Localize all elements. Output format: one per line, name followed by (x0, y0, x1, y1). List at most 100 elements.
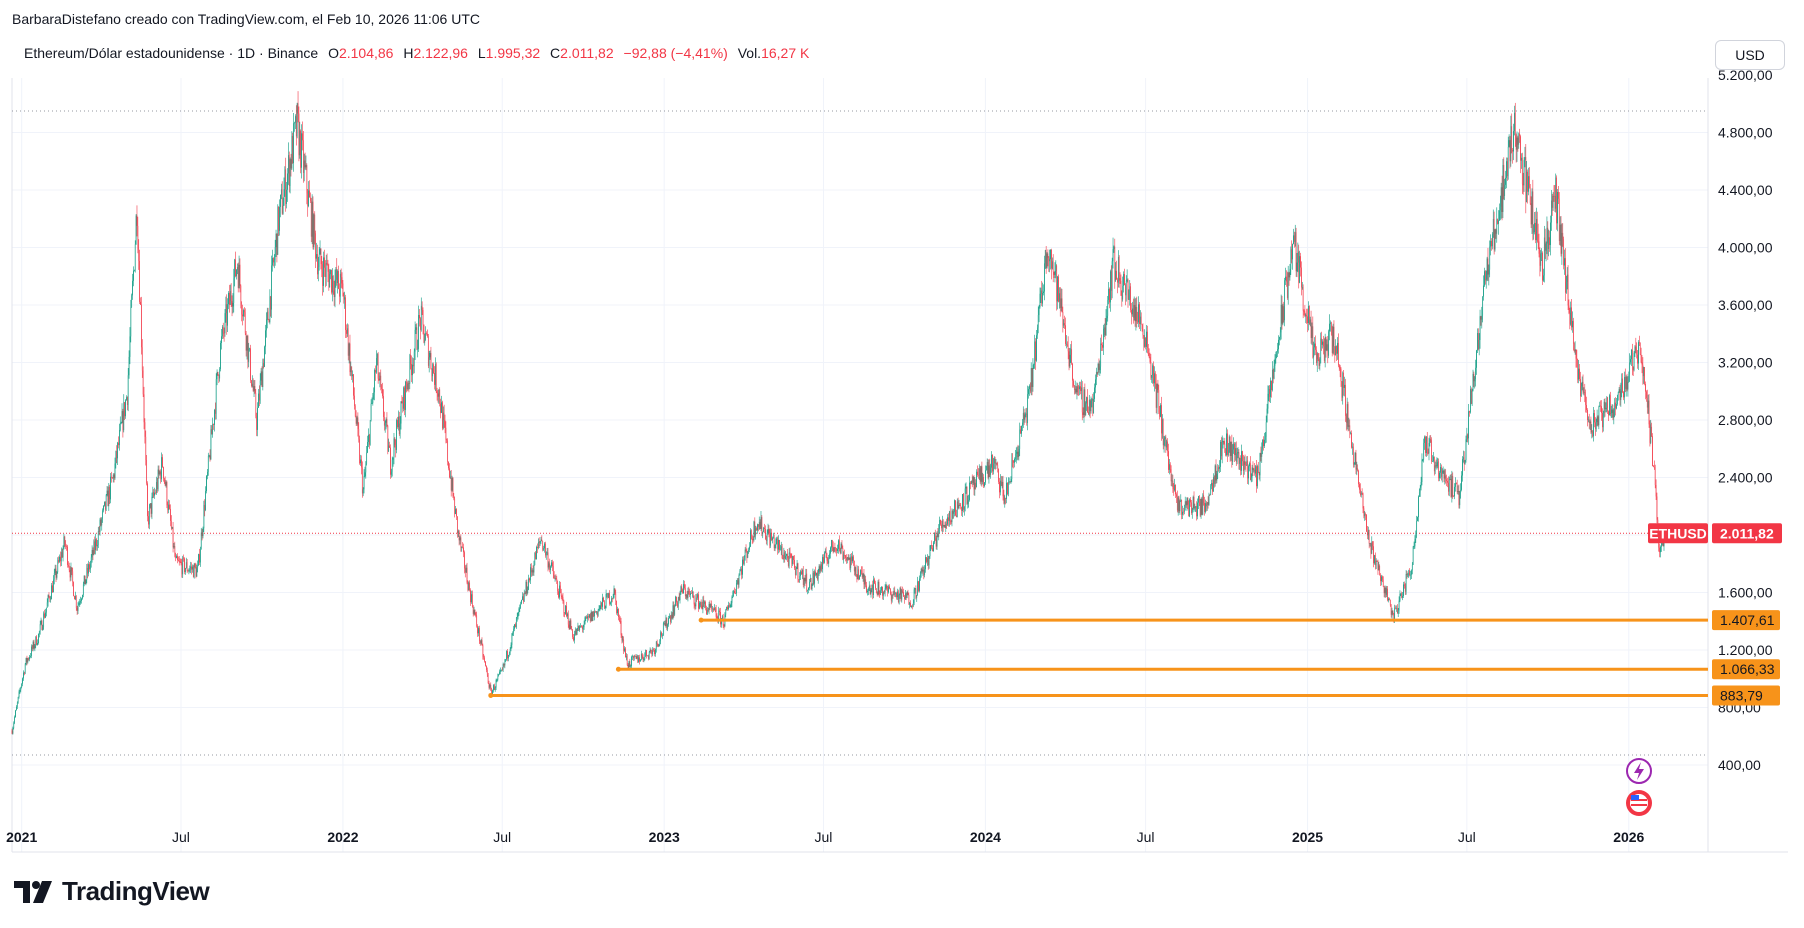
lightning-icon[interactable] (1626, 758, 1652, 784)
candle-body (659, 641, 661, 645)
candle-body (1301, 267, 1302, 288)
price-chart[interactable]: 400,00800,001.200,001.600,002.000,002.40… (0, 0, 1804, 860)
candle-body (1587, 419, 1589, 421)
candle-body (1270, 380, 1271, 397)
tradingview-brand[interactable]: TradingView (14, 876, 210, 907)
candle-body (867, 590, 868, 593)
candle-body (161, 457, 162, 480)
candle-body (843, 554, 845, 560)
candle-body (111, 477, 113, 479)
candle-body (1416, 520, 1418, 534)
candle-body (635, 656, 637, 659)
candle-body (1567, 274, 1569, 306)
candle-body (877, 581, 879, 595)
candle-body (1484, 271, 1485, 286)
candle-body (1296, 262, 1298, 272)
candle-body (1042, 293, 1043, 304)
candle-body (1583, 392, 1585, 393)
candle-body (868, 588, 869, 591)
candle-body (510, 644, 512, 650)
candle-body (1623, 392, 1624, 398)
candle-body (368, 434, 369, 443)
candle-body (257, 407, 258, 430)
candle-body (1500, 187, 1502, 207)
candle-body (1286, 276, 1287, 282)
candle-body (1137, 320, 1139, 323)
candle-body (744, 549, 746, 558)
candle-body (1371, 541, 1373, 554)
candle-body (424, 340, 426, 343)
candle-body (280, 194, 281, 207)
candle-body (29, 656, 30, 660)
candle-body (927, 558, 929, 566)
candle-body (359, 439, 360, 464)
candle-body (430, 353, 432, 369)
candle-body (1219, 466, 1220, 469)
candle-body (665, 617, 667, 626)
candle-body (464, 568, 466, 573)
candle-body (931, 545, 933, 549)
candle-body (1543, 275, 1544, 281)
candle-body (1507, 146, 1509, 177)
candle-body (74, 595, 75, 600)
candle-body (1646, 397, 1648, 408)
candle-body (104, 501, 105, 506)
candle-body (1329, 323, 1330, 332)
candle-body (553, 574, 555, 579)
candle-body (1492, 234, 1493, 247)
candle-body (1174, 485, 1175, 491)
candle-body (126, 397, 128, 406)
candle-body (225, 304, 227, 314)
candle-body (1399, 593, 1401, 601)
candle-body (1205, 503, 1207, 507)
candle-body (1525, 157, 1527, 202)
candle-body (1633, 352, 1635, 370)
candle-body (827, 560, 829, 564)
candle-body (1046, 253, 1048, 269)
symbol-title[interactable]: Ethereum/Dólar estadounidense · 1D · Bin… (24, 45, 319, 61)
candle-body (756, 528, 757, 531)
candle-body (1209, 494, 1211, 496)
candle-body (193, 563, 195, 578)
candle-body (1003, 496, 1005, 504)
candle-body (1147, 347, 1149, 354)
candle-body (196, 568, 198, 577)
candle-body (104, 501, 106, 510)
candle-body (1000, 480, 1002, 486)
candle-body (1434, 465, 1436, 472)
candle-body (847, 557, 849, 560)
candle-body (842, 548, 844, 560)
candle-body (645, 649, 647, 655)
candle-body (1457, 491, 1459, 493)
candle-body (1628, 374, 1630, 383)
candle-body (1023, 412, 1025, 420)
candle-body (1027, 394, 1029, 424)
currency-button[interactable]: USD (1715, 40, 1785, 70)
candle-body (1600, 405, 1601, 407)
candle-body (1394, 607, 1396, 621)
candle-body (1198, 496, 1199, 503)
candle-body (1068, 351, 1070, 367)
chart-attribution: BarbaraDistefano creado con TradingView.… (12, 11, 480, 27)
candle-body (644, 654, 646, 660)
candle-body (404, 387, 405, 410)
candle-body (1551, 200, 1553, 208)
candle-body (844, 554, 845, 556)
candle-body (522, 596, 523, 600)
candle-body (388, 445, 390, 452)
candle-body (1421, 459, 1423, 482)
candle-body (1366, 514, 1367, 532)
candle-body (1228, 436, 1230, 451)
candle-body (1519, 133, 1521, 137)
candle-body (1397, 610, 1399, 614)
candle-body (1643, 367, 1645, 377)
candle-body (1343, 372, 1344, 388)
candle-body (968, 499, 970, 502)
candle-body (1227, 433, 1228, 456)
candle-body (332, 275, 334, 291)
support-levels[interactable] (488, 617, 1708, 698)
us-flag-icon[interactable] (1626, 790, 1652, 816)
candle-body (549, 563, 551, 571)
candle-body (1151, 375, 1153, 378)
candle-body (85, 579, 87, 585)
